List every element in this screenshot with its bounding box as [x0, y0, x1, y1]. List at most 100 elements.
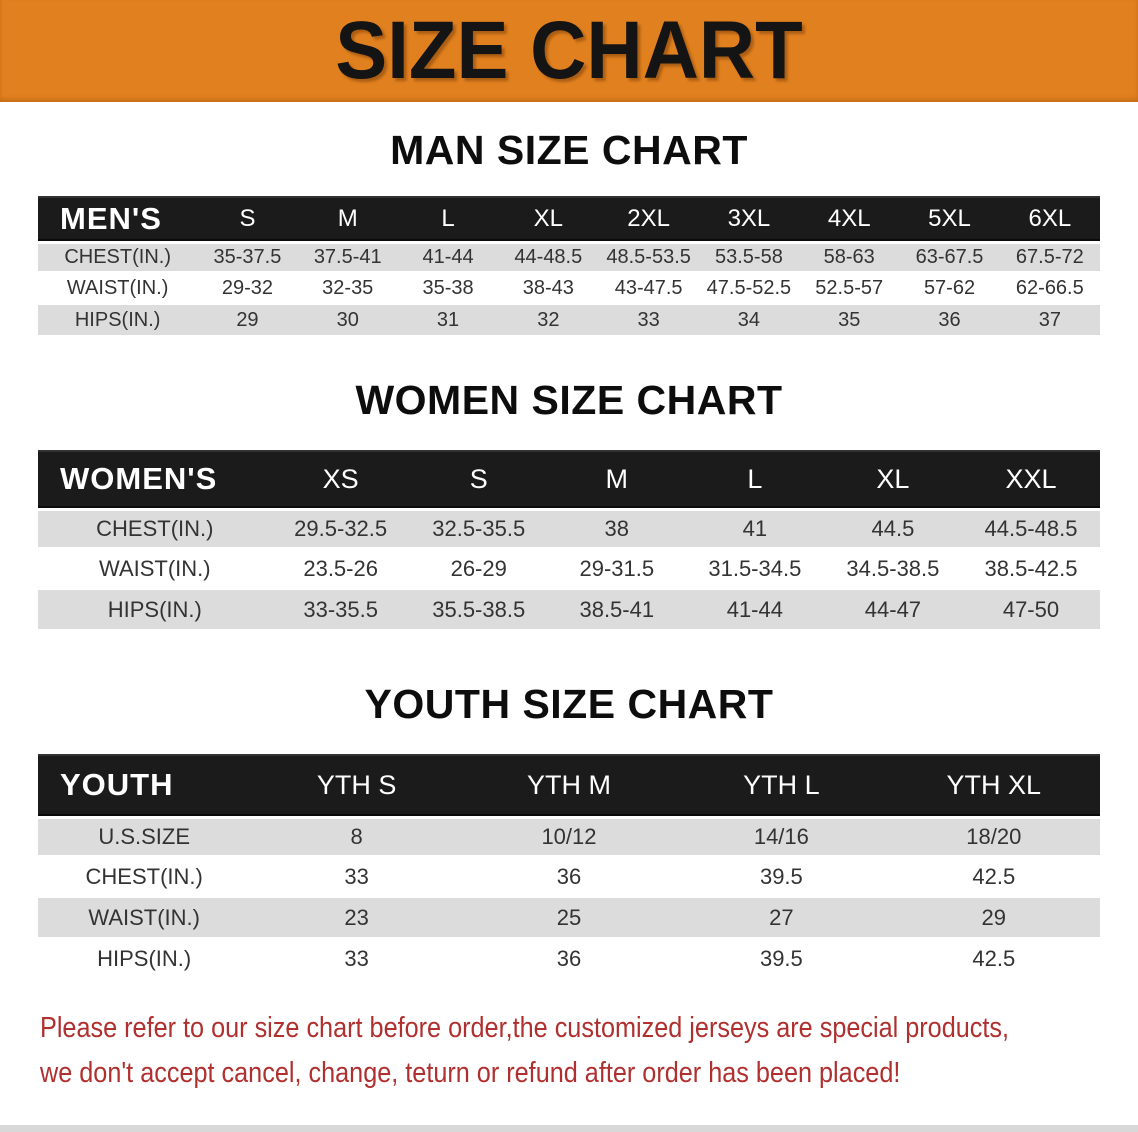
- men-row-label: HIPS(IN.): [38, 305, 198, 337]
- men-size-header: 2XL: [598, 196, 699, 241]
- women-row-label: CHEST(IN.): [38, 508, 272, 549]
- youth-measure-cell: 27: [675, 898, 888, 939]
- women-measure-cell: 29.5-32.5: [271, 508, 410, 549]
- men-size-table: MEN'S S M L XL 2XL 3XL 4XL 5XL 6XL CHEST(IN.) 35-37…: [38, 196, 1100, 337]
- men-measure-cell: 47.5-52.5: [698, 273, 800, 305]
- youth-measure-cell: 29: [887, 898, 1100, 939]
- women-corner-label: WOMEN'S: [38, 450, 272, 508]
- youth-measure-cell: 25: [462, 898, 676, 939]
- men-measure-cell: 29: [197, 305, 298, 337]
- men-measure-cell: 37: [999, 305, 1100, 337]
- youth-measure-cell: 39.5: [675, 857, 888, 898]
- youth-measure-cell: 18/20: [887, 816, 1100, 857]
- men-measure-cell: 53.5-58: [698, 241, 800, 273]
- men-measure-cell: 58-63: [799, 241, 900, 273]
- youth-measure-row: CHEST(IN.) 33 36 39.5 42.5: [38, 857, 1100, 898]
- women-section-title: WOMEN SIZE CHART: [355, 377, 783, 423]
- youth-measure-row: U.S.SIZE 8 10/12 14/16 18/20: [38, 816, 1100, 857]
- youth-measure-cell: 14/16: [675, 816, 888, 857]
- women-measure-cell: 38.5-41: [547, 590, 686, 631]
- youth-measure-cell: 39.5: [675, 939, 888, 980]
- women-measure-cell: 38: [547, 508, 686, 549]
- women-size-header: M: [547, 450, 686, 508]
- youth-measure-cell: 23: [250, 898, 463, 939]
- women-size-header: S: [409, 450, 548, 508]
- banner-title: SIZE CHART: [335, 5, 803, 96]
- women-measure-cell: 41-44: [685, 590, 824, 631]
- men-measure-cell: 30: [297, 305, 398, 337]
- women-measure-cell: 31.5-34.5: [685, 549, 824, 590]
- women-measure-cell: 33-35.5: [271, 590, 410, 631]
- men-measure-cell: 57-62: [899, 273, 1000, 305]
- order-warning-line-1: Please refer to our size chart before or…: [40, 1012, 1010, 1044]
- women-row-label: WAIST(IN.): [38, 549, 272, 590]
- youth-measure-row: WAIST(IN.) 23 25 27 29: [38, 898, 1100, 939]
- youth-size-header: YTH XL: [887, 754, 1100, 816]
- youth-measure-cell: 36: [462, 857, 676, 898]
- women-measure-cell: 44-47: [823, 590, 962, 631]
- men-section: MAN SIZE CHART MEN'S S M L XL 2XL 3XL 4XL 5XL 6XL…: [0, 127, 1138, 337]
- youth-measure-cell: 36: [462, 939, 676, 980]
- men-size-header: L: [397, 196, 499, 241]
- youth-row-label: U.S.SIZE: [38, 816, 251, 857]
- men-measure-cell: 29-32: [197, 273, 298, 305]
- men-measure-cell: 34: [698, 305, 800, 337]
- women-measure-cell: 41: [685, 508, 824, 549]
- men-header-row: MEN'S S M L XL 2XL 3XL 4XL 5XL 6XL: [38, 196, 1100, 241]
- women-measure-cell: 26-29: [409, 549, 548, 590]
- bottom-edge-strip: [0, 1125, 1138, 1132]
- women-size-table: WOMEN'S XS S M L XL XXL CHEST(IN.) 29.5-32.5 32.5…: [38, 450, 1100, 631]
- women-header-row: WOMEN'S XS S M L XL XXL: [38, 450, 1100, 508]
- men-measure-cell: 43-47.5: [598, 273, 699, 305]
- men-measure-row: CHEST(IN.) 35-37.5 37.5-41 41-44 44-48.5 48.5…: [38, 241, 1100, 273]
- men-measure-cell: 63-67.5: [899, 241, 1000, 273]
- men-size-header: 5XL: [899, 196, 1000, 241]
- men-measure-cell: 41-44: [397, 241, 499, 273]
- men-measure-cell: 37.5-41: [297, 241, 398, 273]
- youth-row-label: CHEST(IN.): [38, 857, 251, 898]
- women-size-header: XS: [271, 450, 410, 508]
- men-size-header: 6XL: [999, 196, 1100, 241]
- women-measure-cell: 44.5-48.5: [961, 508, 1100, 549]
- men-section-title: MAN SIZE CHART: [390, 127, 748, 173]
- youth-row-label: HIPS(IN.): [38, 939, 251, 980]
- order-warning-line-2: we don't accept cancel, change, teturn o…: [40, 1056, 901, 1089]
- youth-size-header: YTH M: [462, 754, 676, 816]
- men-measure-cell: 67.5-72: [999, 241, 1100, 273]
- men-corner-label: MEN'S: [38, 196, 198, 241]
- men-row-label: CHEST(IN.): [38, 241, 198, 273]
- youth-measure-cell: 42.5: [887, 857, 1100, 898]
- men-row-label: WAIST(IN.): [38, 273, 198, 305]
- men-size-header: XL: [498, 196, 599, 241]
- women-measure-row: HIPS(IN.) 33-35.5 35.5-38.5 38.5-41 41-44 44-…: [38, 590, 1100, 631]
- women-measure-cell: 32.5-35.5: [409, 508, 548, 549]
- youth-size-header: YTH L: [675, 754, 888, 816]
- youth-section: YOUTH SIZE CHART YOUTH YTH S YTH M YTH L YTH…: [0, 681, 1138, 980]
- men-measure-cell: 35-37.5: [197, 241, 298, 273]
- women-measure-cell: 44.5: [823, 508, 962, 549]
- men-measure-cell: 38-43: [498, 273, 599, 305]
- women-size-header: L: [685, 450, 824, 508]
- youth-measure-row: HIPS(IN.) 33 36 39.5 42.5: [38, 939, 1100, 980]
- youth-row-label: WAIST(IN.): [38, 898, 251, 939]
- youth-section-title: YOUTH SIZE CHART: [364, 681, 774, 727]
- women-measure-row: WAIST(IN.) 23.5-26 26-29 29-31.5 31.5-34.5 34…: [38, 549, 1100, 590]
- women-measure-cell: 29-31.5: [547, 549, 686, 590]
- men-size-header: M: [297, 196, 398, 241]
- women-size-header: XL: [823, 450, 962, 508]
- men-size-header: 3XL: [698, 196, 800, 241]
- men-measure-cell: 32-35: [297, 273, 398, 305]
- women-row-label: HIPS(IN.): [38, 590, 272, 631]
- women-measure-cell: 38.5-42.5: [961, 549, 1100, 590]
- women-measure-cell: 34.5-38.5: [823, 549, 962, 590]
- men-measure-cell: 35: [799, 305, 900, 337]
- men-measure-cell: 52.5-57: [799, 273, 900, 305]
- men-measure-cell: 32: [498, 305, 599, 337]
- men-size-header: S: [197, 196, 298, 241]
- youth-measure-cell: 33: [250, 857, 463, 898]
- men-measure-cell: 48.5-53.5: [598, 241, 699, 273]
- youth-size-header: YTH S: [250, 754, 463, 816]
- men-measure-cell: 33: [598, 305, 699, 337]
- women-measure-cell: 23.5-26: [271, 549, 410, 590]
- youth-measure-cell: 33: [250, 939, 463, 980]
